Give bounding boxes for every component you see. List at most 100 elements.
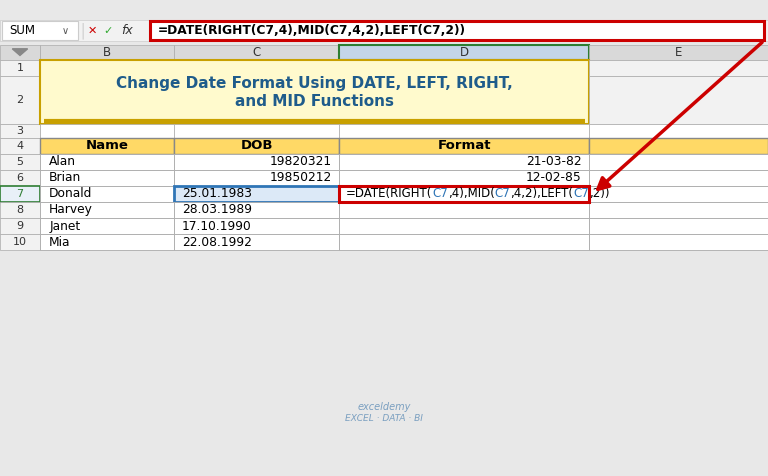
Text: 22.08.1992: 22.08.1992 (182, 236, 252, 249)
Text: 10: 10 (13, 237, 27, 248)
Bar (174, 124, 339, 138)
Bar (2, 21, 78, 40)
Text: 5: 5 (16, 157, 24, 167)
Text: 28.03.1989: 28.03.1989 (182, 203, 252, 217)
Bar (0, 154, 40, 170)
Bar (589, 60, 768, 76)
Text: 7: 7 (16, 188, 24, 199)
Text: Janet: Janet (49, 219, 81, 233)
Bar (0, 138, 40, 154)
Bar (0, 45, 40, 60)
Bar (40, 60, 589, 124)
Text: ,4),MID(: ,4),MID( (448, 187, 495, 200)
Text: Donald: Donald (49, 187, 92, 200)
Bar (0, 234, 40, 250)
Text: ,2)): ,2)) (589, 187, 610, 200)
Text: 25.01.1983: 25.01.1983 (182, 187, 252, 200)
Bar (589, 170, 768, 186)
Bar (339, 124, 589, 138)
Bar (0, 124, 40, 138)
Bar (40, 186, 174, 202)
Text: E: E (675, 46, 682, 59)
Bar (40, 218, 174, 234)
Bar (40, 234, 174, 250)
Bar (174, 234, 339, 250)
Bar (339, 138, 589, 154)
Text: 2: 2 (16, 95, 24, 105)
Text: C7: C7 (432, 187, 448, 200)
Text: Brian: Brian (49, 171, 81, 184)
Text: 3: 3 (16, 126, 24, 136)
Text: 9: 9 (16, 221, 24, 231)
Bar (339, 45, 589, 60)
Bar (0, 170, 40, 186)
Text: B: B (103, 46, 111, 59)
Text: exceldemy: exceldemy (357, 402, 411, 412)
Text: C: C (253, 46, 261, 59)
Polygon shape (12, 49, 28, 56)
Bar (174, 138, 339, 154)
Text: Format: Format (438, 139, 491, 152)
Text: C7: C7 (495, 187, 511, 200)
Bar (339, 202, 589, 218)
Bar (589, 234, 768, 250)
Text: 17.10.1990: 17.10.1990 (182, 219, 252, 233)
Bar (339, 170, 589, 186)
Text: 19850212: 19850212 (270, 171, 332, 184)
Text: EXCEL · DATA · BI: EXCEL · DATA · BI (345, 415, 423, 423)
Bar (589, 154, 768, 170)
Text: ,4,2),LEFT(: ,4,2),LEFT( (511, 187, 574, 200)
Bar (589, 76, 768, 124)
Text: fx: fx (121, 24, 133, 37)
Bar (339, 154, 589, 170)
Text: Harvey: Harvey (49, 203, 93, 217)
Text: 12-02-85: 12-02-85 (525, 171, 581, 184)
Bar (0, 186, 40, 202)
Bar (0, 202, 40, 218)
Text: Mia: Mia (49, 236, 71, 249)
Text: Name: Name (86, 139, 128, 152)
Text: Alan: Alan (49, 155, 76, 169)
Text: D: D (460, 46, 468, 59)
Bar (0, 60, 40, 76)
Text: 8: 8 (16, 205, 24, 215)
Bar (174, 170, 339, 186)
Bar (0, 218, 40, 234)
Text: ∨: ∨ (61, 26, 69, 36)
Bar (174, 186, 339, 202)
Bar (339, 234, 589, 250)
Text: 4: 4 (16, 141, 24, 151)
Text: and MID Functions: and MID Functions (235, 94, 394, 109)
Text: =DATE(RIGHT(: =DATE(RIGHT( (346, 187, 432, 200)
Text: SUM: SUM (9, 24, 35, 37)
Bar (589, 138, 768, 154)
Text: C7: C7 (574, 187, 589, 200)
Text: =DATE(RIGHT(C7,4),MID(C7,4,2),LEFT(C7,2)): =DATE(RIGHT(C7,4),MID(C7,4,2),LEFT(C7,2)… (157, 24, 465, 37)
Bar (174, 45, 339, 60)
Bar (339, 186, 589, 202)
Bar (339, 218, 589, 234)
Text: DOB: DOB (240, 139, 273, 152)
Bar (589, 45, 768, 60)
Bar (0, 20, 768, 41)
Bar (0, 76, 40, 124)
Bar (40, 124, 174, 138)
Text: ✓: ✓ (103, 26, 112, 36)
Bar (174, 218, 339, 234)
Text: │: │ (79, 22, 87, 39)
Bar (40, 170, 174, 186)
Text: 6: 6 (16, 173, 24, 183)
Text: 19820321: 19820321 (270, 155, 332, 169)
Bar (40, 154, 174, 170)
Bar (589, 202, 768, 218)
Bar (589, 124, 768, 138)
Bar (589, 218, 768, 234)
Bar (150, 21, 764, 40)
Bar (174, 154, 339, 170)
Text: 1: 1 (16, 63, 24, 73)
Bar (40, 202, 174, 218)
Bar (40, 45, 174, 60)
Bar (589, 186, 768, 202)
Text: ✕: ✕ (88, 26, 97, 36)
Bar (40, 138, 174, 154)
